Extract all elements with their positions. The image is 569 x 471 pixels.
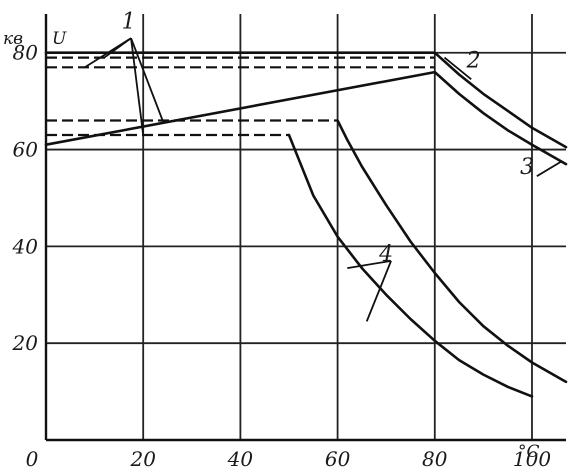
series-line-4-7 — [336, 119, 568, 384]
curve-labels: 1 2 3 4 — [122, 10, 535, 267]
series-line-2-4 — [44, 51, 568, 149]
leader-line-2 — [130, 37, 164, 121]
y-tick-label-20: 20 — [12, 331, 39, 355]
tick-labels: 0 20 40 60 80 100 20 40 60 80 — [12, 41, 552, 471]
series — [44, 51, 568, 398]
y-tick-label-80: 80 — [13, 41, 39, 65]
curve-label-1: 1 — [122, 10, 136, 35]
leader-line-6 — [347, 259, 392, 270]
axes — [44, 14, 566, 442]
x-tick-label-60: 60 — [325, 447, 351, 471]
curve-label-3: 3 — [520, 155, 534, 180]
x-axis-unit: °C — [518, 442, 540, 462]
y-axis-unit: кв — [3, 29, 23, 49]
x-tick-label-80: 80 — [422, 447, 448, 471]
series-line-4-6 — [287, 133, 534, 398]
leader-line-3 — [130, 38, 145, 136]
leader-line-5 — [536, 160, 562, 177]
series-line-3-5 — [44, 70, 568, 166]
x-tick-label-20: 20 — [129, 447, 156, 471]
label-leaders — [84, 37, 562, 322]
x-tick-label-40: 40 — [227, 447, 254, 471]
leader-line-7 — [365, 260, 392, 322]
leader-line-4 — [443, 56, 472, 81]
curve-label-2: 2 — [466, 48, 481, 73]
y-tick-label-60: 60 — [13, 138, 39, 162]
x-tick-label-0: 0 — [26, 447, 39, 471]
x-tick-label-100: 100 — [513, 447, 551, 471]
y-axis-symbol: U — [52, 29, 67, 49]
y-tick-label-40: 40 — [12, 234, 39, 258]
leader-line-1 — [84, 37, 132, 69]
curve-label-4: 4 — [378, 242, 393, 267]
